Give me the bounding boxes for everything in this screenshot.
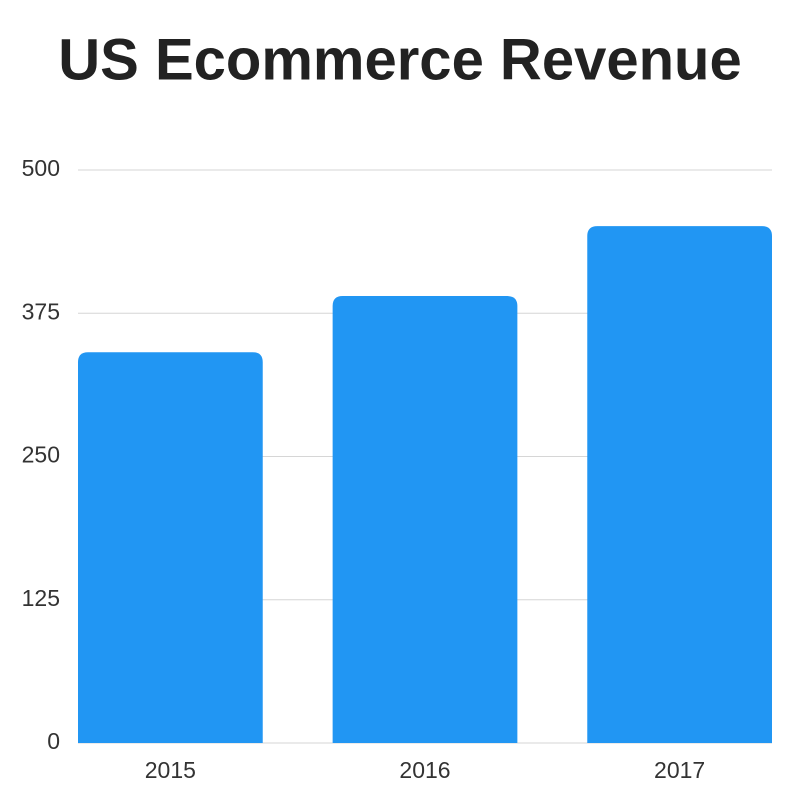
y-tick-label: 0: [47, 728, 60, 754]
bar: [332, 296, 518, 743]
bar: [587, 226, 772, 744]
x-tick-label: 2016: [399, 757, 450, 783]
y-tick-label: 375: [22, 298, 60, 324]
chart-title: US Ecommerce Revenue: [58, 27, 741, 92]
x-tick-label: 2015: [145, 757, 196, 783]
x-tick-label: 2017: [654, 757, 705, 783]
y-tick-label: 250: [22, 442, 60, 468]
y-tick-label: 500: [22, 155, 60, 181]
bar: [78, 352, 263, 743]
y-tick-label: 125: [22, 585, 60, 611]
